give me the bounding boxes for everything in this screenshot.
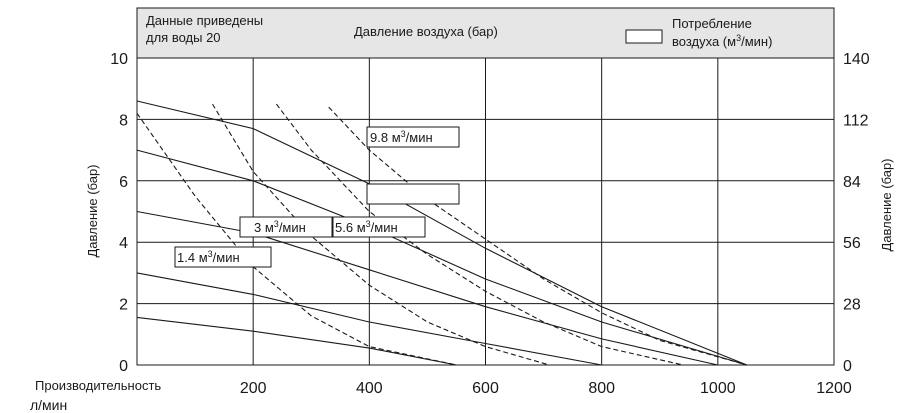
air-pressure-curve — [136, 316, 457, 366]
air-pressure-curve — [136, 210, 718, 366]
x-tick-label: 1200 — [816, 380, 852, 397]
header-air-pressure-title: Давление воздуха (бар) — [354, 24, 498, 39]
annotation-group: 9.8 м3/мин 3 м3/мин 5.6 м3/мин 1.4 м3/ми… — [174, 126, 460, 268]
svg-text:9.8 м3/мин: 9.8 м3/мин — [370, 129, 433, 145]
air-consumption-curve — [136, 112, 457, 366]
y-right-tick-label: 56 — [843, 235, 861, 252]
y-left-tick-label: 10 — [110, 51, 128, 68]
annotation-5-6: 5.6 м3/мин — [332, 216, 426, 238]
series-group — [136, 100, 748, 366]
annotation-9-8: 9.8 м3/мин — [366, 126, 460, 148]
legend-swatch — [625, 29, 663, 44]
chart-header-band — [136, 7, 835, 59]
air-pressure-curve — [136, 100, 748, 366]
x-tick-label: 800 — [588, 380, 615, 397]
y-right-tick-label: 28 — [843, 297, 861, 314]
y-right-tick-label: 84 — [843, 174, 861, 191]
header-note-line2: для воды 20 — [146, 30, 221, 45]
x-axis-title: Производительность — [35, 378, 161, 393]
y-axis-left-title: Давление (бар) — [85, 164, 100, 257]
annotation-blank — [366, 183, 460, 205]
y-left-tick-label: 2 — [119, 297, 128, 314]
x-tick-label: 600 — [472, 380, 499, 397]
air-pressure-curve — [136, 272, 602, 366]
tick-labels: 200 400 600 800 1000 1200 0 2 4 6 8 10 0 28 56 84 112 140 — [110, 51, 870, 397]
grid — [137, 58, 834, 365]
x-tick-label: 200 — [240, 380, 267, 397]
x-tick-label: 1000 — [700, 380, 736, 397]
annotation-3: 3 м3/мин — [239, 216, 333, 238]
y-axis-right-title: Давление (бар) — [879, 158, 894, 251]
air-consumption-curve — [328, 106, 748, 366]
header-note-line1: Данные приведены — [146, 13, 263, 28]
svg-text:1.4 м3/мин: 1.4 м3/мин — [177, 249, 240, 265]
header-air-consumption-line2: воздуха (м3/мин) — [672, 33, 772, 49]
y-left-tick-label: 0 — [119, 358, 128, 375]
y-right-tick-label: 0 — [843, 358, 852, 375]
y-right-tick-label: 112 — [843, 112, 869, 129]
air-pressure-curve — [136, 149, 748, 366]
header-air-consumption-line1: Потребление — [672, 16, 752, 31]
annotation-1-4: 1.4 м3/мин — [174, 246, 272, 268]
x-tick-label: 400 — [356, 380, 383, 397]
y-left-tick-label: 8 — [119, 112, 128, 129]
air-consumption-curve — [212, 103, 550, 366]
y-left-tick-label: 4 — [119, 235, 128, 252]
y-right-tick-label: 140 — [843, 51, 870, 68]
svg-text:3 м3/мин: 3 м3/мин — [254, 219, 306, 235]
svg-text:5.6 м3/мин: 5.6 м3/мин — [335, 219, 398, 235]
y-left-tick-label: 6 — [119, 174, 128, 191]
x-axis-unit: л/мин — [30, 397, 67, 413]
air-consumption-curve — [275, 103, 684, 366]
